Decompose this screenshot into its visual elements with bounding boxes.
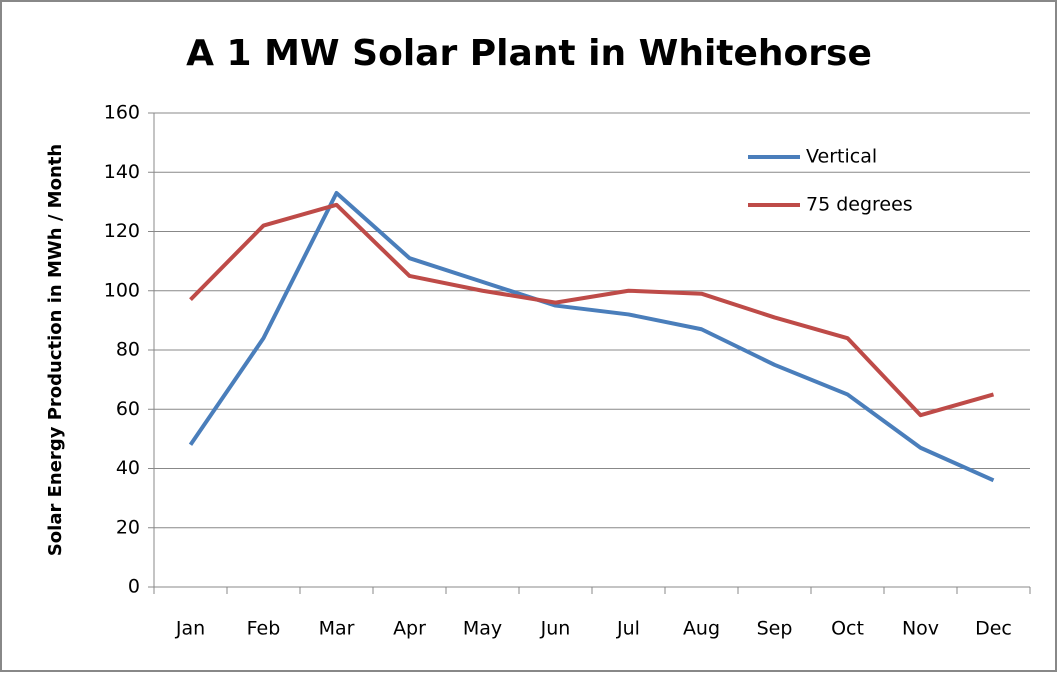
y-tick-label: 120: [104, 220, 140, 242]
x-tick-label: Mar: [319, 618, 355, 640]
y-tick-label: 80: [116, 339, 140, 361]
y-tick-label: 60: [116, 398, 140, 420]
x-tick-label: Jul: [616, 618, 640, 640]
y-axis-title: Solar Energy Production in MWh / Month: [45, 144, 66, 556]
x-tick-label: Jan: [175, 618, 205, 640]
series-line: [188, 190, 995, 483]
x-tick-label: Feb: [247, 618, 281, 640]
y-tick-label: 40: [116, 457, 140, 479]
x-tick-label: Oct: [831, 618, 864, 640]
x-tick-label: Aug: [683, 618, 720, 640]
x-tick-label: Sep: [757, 618, 793, 640]
x-tick-label: Apr: [393, 618, 426, 640]
x-tick-label: May: [463, 618, 502, 640]
chart-title: A 1 MW Solar Plant in Whitehorse: [186, 33, 872, 74]
x-tick-label: Dec: [975, 618, 1012, 640]
y-tick-label: 100: [104, 279, 140, 301]
legend-label: Vertical: [806, 146, 877, 168]
legend-label: 75 degrees: [806, 194, 913, 216]
x-tick-label: Jun: [540, 618, 571, 640]
y-tick-label: 140: [104, 161, 140, 183]
y-tick-label: 160: [104, 102, 140, 124]
y-tick-label: 20: [116, 516, 140, 538]
y-tick-label: 0: [128, 576, 140, 598]
series-line: [189, 202, 995, 418]
x-tick-label: Nov: [902, 618, 939, 640]
